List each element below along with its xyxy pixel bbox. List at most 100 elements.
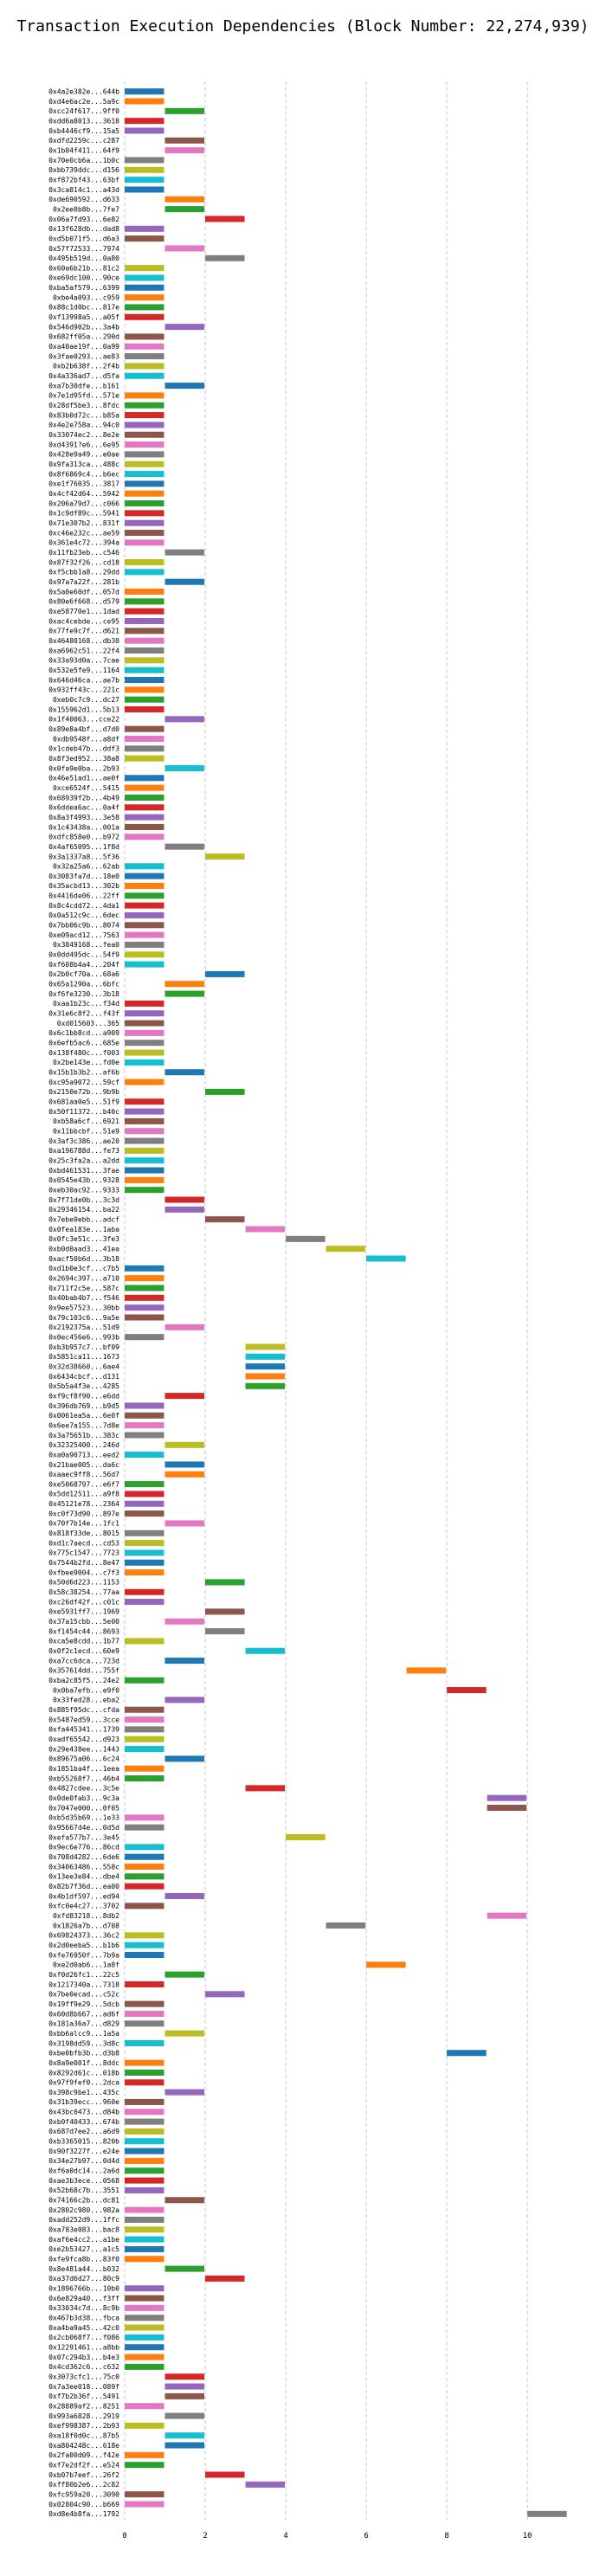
y-tick-label: 0xa7cc6dca...723d <box>48 1657 119 1665</box>
y-tick-label: 0xdd6a8013...3618 <box>48 117 119 125</box>
y-tick-label: 0x8e481a44...b032 <box>48 2265 119 2273</box>
y-tick-label: 0xc26df42f...c01c <box>48 1598 119 1606</box>
tx-bar <box>125 2079 164 2086</box>
y-tick-label: 0x2be143e...fd0e <box>53 1059 119 1066</box>
tx-bar <box>125 490 164 497</box>
y-tick-label: 0x97a7a22f...281b <box>48 578 119 586</box>
tx-bar <box>205 1628 245 1635</box>
y-tick-label: 0x50d6d223...1153 <box>48 1579 119 1587</box>
y-tick-label: 0xd4e6ac2e...5a9c <box>48 98 119 106</box>
y-tick-label: 0x1826a7b...d708 <box>53 1922 119 1929</box>
tx-bar <box>125 784 164 791</box>
x-tick-label: 10 <box>523 2532 532 2541</box>
y-tick-label: 0xe58770e1...1dad <box>48 608 119 615</box>
tx-bar <box>125 1029 164 1036</box>
tx-bar <box>125 1559 164 1566</box>
tx-bar <box>125 2039 164 2046</box>
y-tick-label: 0x4a336ad7...d5fa <box>48 372 119 380</box>
y-tick-label: 0xfbee9004...c7f3 <box>48 1568 119 1576</box>
y-tick-label: 0x33fed28...eba2 <box>53 1697 119 1704</box>
tx-bar <box>205 1991 245 1998</box>
tx-bar <box>125 804 164 811</box>
y-tick-label: 0x45121e78...2364 <box>48 1500 119 1508</box>
y-tick-label: 0x28889af2...8251 <box>48 2402 119 2410</box>
y-tick-label: 0x5851ca11...1673 <box>48 1353 119 1361</box>
tx-bar <box>164 2383 205 2390</box>
tx-bar <box>125 823 164 830</box>
tx-bar <box>164 383 205 390</box>
tx-bar <box>125 873 164 879</box>
y-tick-label: 0x13f628db...dad8 <box>48 225 119 233</box>
y-tick-label: 0x9ee57523...30bb <box>48 1304 119 1311</box>
x-tick-label: 2 <box>203 2532 207 2541</box>
y-tick-label: 0x4a2e382e...644b <box>48 87 119 95</box>
tx-bar <box>164 1520 205 1527</box>
y-tick-label: 0x396db769...b9d5 <box>48 1402 119 1410</box>
y-tick-label: 0xd1c7aecd...cd53 <box>48 1539 119 1547</box>
y-tick-label: 0x32325400...246d <box>48 1441 119 1449</box>
tx-bar <box>125 686 164 693</box>
y-tick-label: 0xfa445341...1739 <box>48 1726 119 1734</box>
y-tick-label: 0x89e8a4bf...d7d0 <box>48 725 119 733</box>
tx-bar <box>245 1343 286 1350</box>
y-tick-label: 0x31e6c8f2...f43f <box>48 1010 119 1018</box>
y-tick-label: 0xfe76950f...7b9a <box>48 1951 119 1959</box>
y-tick-label: 0x70f7b14e...1fc1 <box>48 1520 119 1528</box>
y-tick-label: 0x65a1290a...6bfc <box>48 981 119 989</box>
y-tick-label: 0x6efb5ac6...685e <box>48 1040 119 1047</box>
y-tick-label: 0x29e438ee...1443 <box>48 1745 119 1753</box>
tx-bar <box>164 716 205 723</box>
tx-bar <box>125 1167 164 1174</box>
tx-bar <box>164 2432 205 2439</box>
y-tick-label: 0x0de0fab3...9c3a <box>48 1794 119 1802</box>
y-tick-label: 0xa40ae19f...0a99 <box>48 343 119 351</box>
tx-bar <box>125 598 164 605</box>
y-tick-label: 0x9fa313ca...488c <box>48 460 119 468</box>
y-tick-label: 0x46e51ad1...ae0f <box>48 775 119 782</box>
tx-bar <box>164 324 205 331</box>
tx-bar <box>205 1088 245 1095</box>
tx-bar <box>125 431 164 438</box>
chart-title: Transaction Execution Dependencies (Bloc… <box>16 17 589 35</box>
y-tick-label: 0x32a25a6...62ab <box>53 863 119 871</box>
tx-bar <box>125 2138 164 2145</box>
y-tick-label: 0x0061ea5a...6e0f <box>48 1412 119 1420</box>
y-tick-label: 0x2d0eeba5...b1b6 <box>48 1942 119 1949</box>
y-tick-label: 0x71e307b2...831f <box>48 519 119 527</box>
y-tick-label: 0xb07b7eef...26f2 <box>48 2471 119 2479</box>
tx-bar <box>125 1844 164 1851</box>
tx-bar <box>125 1049 164 1056</box>
tx-bar <box>125 1412 164 1419</box>
tx-bar <box>125 451 164 458</box>
y-tick-label: 0x4cf42d64...5942 <box>48 490 119 498</box>
y-tick-label: 0x79c103c6...9a5e <box>48 1314 119 1322</box>
y-tick-label: 0xaa1b23c...f34d <box>53 1000 119 1008</box>
y-tick-label: 0xeb30ac92...9333 <box>48 1186 119 1194</box>
tx-bar <box>164 1069 205 1076</box>
y-tick-label: 0x2fa00d09...f42e <box>48 2451 119 2459</box>
y-tick-label: 0xb3b957c7...bf09 <box>48 1343 119 1351</box>
tx-bar <box>164 1323 205 1330</box>
y-tick-label: 0xbb6alcc9...1a5a <box>48 2030 119 2038</box>
y-tick-label: 0x467b3d38...fbca <box>48 2315 119 2322</box>
y-tick-label: 0xb4446cf9...15a5 <box>48 127 119 135</box>
tx-bar <box>125 941 164 948</box>
y-tick-label: 0xef998387...2b93 <box>48 2422 119 2430</box>
y-tick-label: 0x181a36a7...d829 <box>48 2020 119 2028</box>
y-tick-label: 0x361e4c72...394a <box>48 539 119 547</box>
tx-bar <box>125 1638 164 1645</box>
tx-bar <box>125 922 164 929</box>
tx-bar <box>125 657 164 664</box>
y-tick-label: 0x52b68c7b...3551 <box>48 2186 119 2194</box>
tx-bar <box>125 539 164 546</box>
tx-bar <box>125 2422 164 2429</box>
tx-bar <box>205 853 245 860</box>
y-tick-label: 0xf7b2b36f...5491 <box>48 2392 119 2400</box>
y-tick-label: 0x32d38660...6ae4 <box>48 1362 119 1370</box>
y-tick-label: 0xc0f73d90...897e <box>48 1510 119 1517</box>
y-tick-label: 0xf9cf8f90...e6dd <box>48 1392 119 1400</box>
tx-bar <box>164 1697 205 1703</box>
y-tick-label: 0xbb739ddc...d156 <box>48 166 119 174</box>
y-tick-label: 0x3198dd59...3d8c <box>48 2039 119 2047</box>
y-tick-label: 0x3fae0293...ae83 <box>48 352 119 360</box>
